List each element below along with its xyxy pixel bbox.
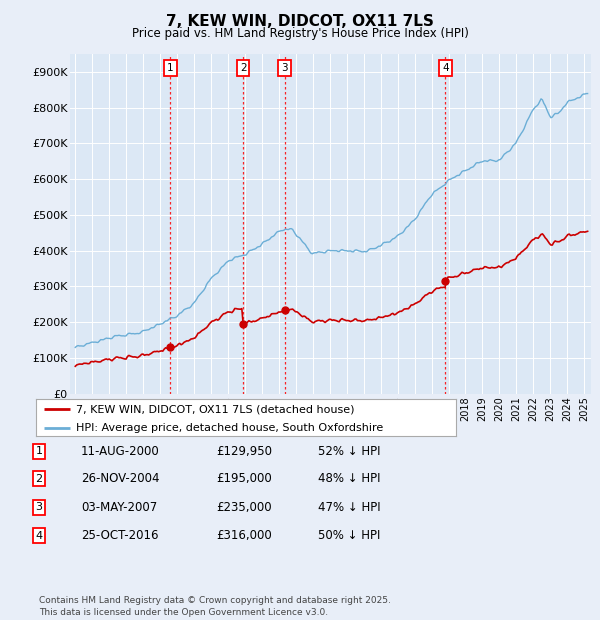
Text: 7, KEW WIN, DIDCOT, OX11 7LS (detached house): 7, KEW WIN, DIDCOT, OX11 7LS (detached h… <box>76 404 355 414</box>
Text: Price paid vs. HM Land Registry's House Price Index (HPI): Price paid vs. HM Land Registry's House … <box>131 27 469 40</box>
Text: 4: 4 <box>35 531 43 541</box>
Text: 2: 2 <box>35 474 43 484</box>
Text: 26-NOV-2004: 26-NOV-2004 <box>81 472 160 485</box>
Text: £316,000: £316,000 <box>216 529 272 542</box>
Text: 4: 4 <box>442 63 449 73</box>
Text: £195,000: £195,000 <box>216 472 272 485</box>
Text: 47% ↓ HPI: 47% ↓ HPI <box>318 501 380 513</box>
Text: 48% ↓ HPI: 48% ↓ HPI <box>318 472 380 485</box>
Text: 25-OCT-2016: 25-OCT-2016 <box>81 529 158 542</box>
Text: 7, KEW WIN, DIDCOT, OX11 7LS: 7, KEW WIN, DIDCOT, OX11 7LS <box>166 14 434 29</box>
Text: 1: 1 <box>167 63 174 73</box>
Text: Contains HM Land Registry data © Crown copyright and database right 2025.
This d: Contains HM Land Registry data © Crown c… <box>39 596 391 617</box>
Text: HPI: Average price, detached house, South Oxfordshire: HPI: Average price, detached house, Sout… <box>76 423 383 433</box>
Text: 2: 2 <box>240 63 247 73</box>
Text: 1: 1 <box>35 446 43 456</box>
Text: 3: 3 <box>281 63 288 73</box>
Text: 03-MAY-2007: 03-MAY-2007 <box>81 501 157 513</box>
Text: 3: 3 <box>35 502 43 512</box>
Text: £129,950: £129,950 <box>216 445 272 458</box>
Text: 11-AUG-2000: 11-AUG-2000 <box>81 445 160 458</box>
Text: 50% ↓ HPI: 50% ↓ HPI <box>318 529 380 542</box>
Text: 52% ↓ HPI: 52% ↓ HPI <box>318 445 380 458</box>
Text: £235,000: £235,000 <box>216 501 272 513</box>
